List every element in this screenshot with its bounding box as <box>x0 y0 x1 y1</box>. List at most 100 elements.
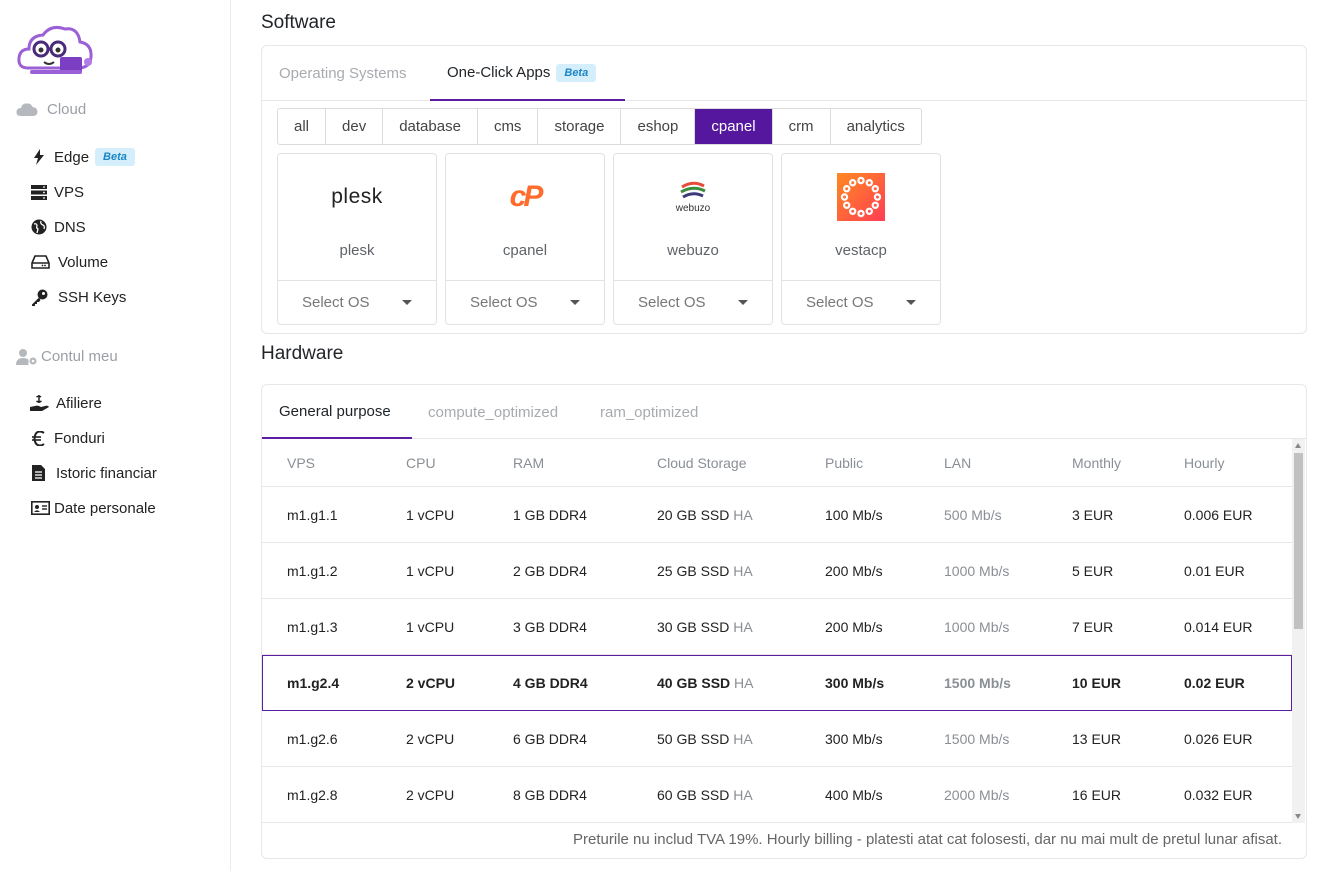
filter-cms[interactable]: cms <box>478 109 539 144</box>
storage-value: 50 GB SSD <box>657 730 730 747</box>
beta-badge: Beta <box>556 63 597 82</box>
storage-value: 20 GB SSD <box>657 506 730 523</box>
storage-value: 30 GB SSD <box>657 618 730 635</box>
sidebar-item-edge[interactable]: Edge Beta <box>30 146 135 168</box>
sidebar-item-dns[interactable]: DNS <box>30 216 86 238</box>
sidebar-item-date-personale[interactable]: Date personale <box>30 497 156 519</box>
plesk-logo-text: plesk <box>331 185 383 208</box>
lan-cell: 1500 Mb/s <box>944 730 1010 747</box>
brand-logo[interactable] <box>16 24 94 82</box>
sidebar-item-afiliere[interactable]: Afiliere <box>30 392 102 414</box>
tab-compute-optimized[interactable]: compute_optimized <box>411 385 575 439</box>
sidebar-item-ssh-keys[interactable]: SSH Keys <box>30 286 126 308</box>
storage-value: 60 GB SSD <box>657 786 730 803</box>
cloud-title-label: Cloud <box>47 101 87 118</box>
tab-general-purpose[interactable]: General purpose <box>262 385 412 439</box>
table-row[interactable]: m1.g1.3 1 vCPU 3 GB DDR4 30 GB SSD HA 20… <box>262 599 1292 655</box>
select-os-dropdown[interactable]: Select OS <box>446 280 604 324</box>
globe-icon <box>30 218 48 236</box>
filter-analytics[interactable]: analytics <box>846 118 905 135</box>
app-card-cpanel[interactable]: cP cpanel Select OS <box>445 153 605 325</box>
lan-cell: 1000 Mb/s <box>944 618 1010 635</box>
hourly-cell: 0.014 EUR <box>1184 618 1253 635</box>
vestacp-logo <box>782 172 940 222</box>
storage-value: 40 GB SSD <box>657 675 731 691</box>
hardware-title: Hardware <box>261 343 344 364</box>
table-row[interactable]: m1.g2.6 2 vCPU 6 GB DDR4 50 GB SSD HA 30… <box>262 711 1292 767</box>
hourly-cell: 0.032 EUR <box>1184 786 1253 803</box>
column-header: RAM <box>513 454 545 471</box>
filter-crm[interactable]: crm <box>773 109 831 144</box>
key-icon <box>30 288 48 306</box>
filter-cpanel[interactable]: cpanel <box>695 109 773 144</box>
tab-ram-optimized[interactable]: ram_optimized <box>583 385 715 439</box>
public-cell: 300 Mb/s <box>825 675 885 691</box>
tab-operating-systems[interactable]: Operating Systems <box>262 46 424 101</box>
scroll-down-arrow-icon[interactable] <box>1295 814 1301 819</box>
sidebar: Cloud Edge Beta VPS DNS Volume SSH Keys <box>0 0 231 871</box>
filter-database[interactable]: database <box>383 109 478 144</box>
column-header: Cloud Storage <box>657 454 747 471</box>
sidebar-item-istoric-financiar[interactable]: Istoric financiar <box>30 462 157 484</box>
cpu-cell: 2 vCPU <box>406 675 456 691</box>
sidebar-item-vps[interactable]: VPS <box>30 181 84 203</box>
caret-down-icon <box>570 300 580 305</box>
select-os-dropdown[interactable]: Select OS <box>614 280 772 324</box>
lan-cell: 1000 Mb/s <box>944 562 1010 579</box>
storage-cell: 30 GB SSD HA <box>657 619 753 635</box>
filter-all[interactable]: all <box>278 109 327 144</box>
cloud-section-title: Cloud <box>16 101 86 118</box>
cpanel-logo: cP <box>446 172 604 222</box>
lan-cell: 1500 Mb/s <box>944 675 1011 691</box>
column-header: Monthly <box>1072 454 1122 471</box>
caret-down-icon <box>906 300 916 305</box>
scrollbar-thumb[interactable] <box>1294 453 1303 629</box>
software-title: Software <box>261 12 336 33</box>
table-scrollbar[interactable] <box>1292 439 1305 823</box>
tab-one-click-apps[interactable]: One-Click Apps Beta <box>430 46 625 101</box>
select-os-dropdown[interactable]: Select OS <box>782 280 940 324</box>
sidebar-item-label: Afiliere <box>56 394 102 412</box>
hourly-cell: 0.01 EUR <box>1184 562 1245 579</box>
sidebar-item-label: Istoric financiar <box>56 464 157 482</box>
select-os-label: Select OS <box>638 294 706 311</box>
filter-storage[interactable]: storage <box>538 109 622 144</box>
filter-eshop[interactable]: eshop <box>621 109 696 144</box>
app-card-plesk[interactable]: plesk plesk Select OS <box>277 153 437 325</box>
tab-label: One-Click Apps <box>447 64 551 81</box>
sidebar-item-label: Date personale <box>54 499 156 517</box>
filter-dev[interactable]: dev <box>326 109 384 144</box>
cpu-cell: 2 vCPU <box>406 786 455 803</box>
vps-cell: m1.g2.4 <box>287 675 340 691</box>
select-os-label: Select OS <box>470 294 538 311</box>
ha-label: HA <box>733 618 753 635</box>
select-os-label: Select OS <box>806 294 874 311</box>
storage-cell: 40 GB SSD HA <box>657 675 753 691</box>
app-card-webuzo[interactable]: webuzo webuzo Select OS <box>613 153 773 325</box>
vps-plan-table: VPS CPU RAM Cloud Storage Public LAN Mon… <box>262 439 1292 823</box>
sidebar-item-label: SSH Keys <box>58 288 127 306</box>
table-row[interactable]: m1.g1.2 1 vCPU 2 GB DDR4 25 GB SSD HA 20… <box>262 543 1292 599</box>
lan-cell: 500 Mb/s <box>944 506 1002 523</box>
column-header: Public <box>825 454 864 471</box>
scroll-up-arrow-icon[interactable] <box>1295 443 1301 448</box>
table-header-row: VPS CPU RAM Cloud Storage Public LAN Mon… <box>262 439 1292 487</box>
sidebar-item-fonduri[interactable]: Fonduri <box>30 427 105 449</box>
user-cog-icon <box>16 348 38 365</box>
cpu-cell: 1 vCPU <box>406 506 455 523</box>
id-card-icon <box>30 499 50 517</box>
app-card-vestacp[interactable]: vestacp Select OS <box>781 153 941 325</box>
table-row[interactable]: m1.g1.1 1 vCPU 1 GB DDR4 20 GB SSD HA 10… <box>262 487 1292 543</box>
table-row[interactable]: m1.g2.8 2 vCPU 8 GB DDR4 60 GB SSD HA 40… <box>262 767 1292 823</box>
lan-cell: 2000 Mb/s <box>944 786 1010 803</box>
select-os-dropdown[interactable]: Select OS <box>278 280 436 324</box>
table-row-selected[interactable]: m1.g2.4 2 vCPU 4 GB DDR4 40 GB SSD HA 30… <box>262 655 1292 711</box>
ha-label: HA <box>733 730 753 747</box>
storage-cell: 20 GB SSD HA <box>657 507 753 523</box>
hardware-panel: General purpose compute_optimized ram_op… <box>261 384 1307 859</box>
storage-cell: 60 GB SSD HA <box>657 787 753 803</box>
sidebar-item-volume[interactable]: Volume <box>30 251 108 273</box>
account-section-title: Contul meu <box>16 348 118 365</box>
cpanel-logo-text: cP <box>509 180 544 213</box>
webuzo-logo: webuzo <box>614 172 772 222</box>
